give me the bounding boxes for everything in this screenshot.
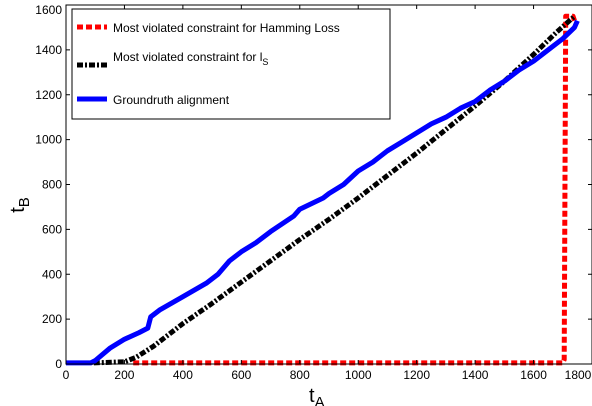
legend-label-ls-main: Most violated constraint for l xyxy=(113,50,262,64)
x-tick-label: 400 xyxy=(173,368,193,382)
legend-label-groundtruth: Groundruth alignment xyxy=(113,93,230,107)
series-groundtruth xyxy=(66,19,580,366)
y-tick-label: 400 xyxy=(42,267,62,281)
x-tick-label: 1800 xyxy=(565,368,592,382)
y-tick-label: 200 xyxy=(42,312,62,326)
x-tick-label: 200 xyxy=(114,368,134,382)
series-ls-constraint xyxy=(93,14,577,366)
series-layer xyxy=(66,13,580,366)
legend-label-ls: Most violated constraint for lS xyxy=(113,50,268,67)
x-tick-label: 1000 xyxy=(345,368,372,382)
y-tick-label: 0 xyxy=(55,357,62,371)
legend-label-ls-sub: S xyxy=(262,57,268,67)
y-tick-label: 1400 xyxy=(35,43,62,57)
y-axis-label: tB xyxy=(7,197,33,213)
legend-box xyxy=(71,8,391,120)
x-tick-label: 1600 xyxy=(520,368,547,382)
x-tick-label: 1400 xyxy=(462,368,489,382)
y-tick-label: 1600 xyxy=(35,3,62,17)
x-tick-label: 0 xyxy=(63,368,70,382)
x-axis-label: tA xyxy=(309,385,325,406)
legend: Most violated constraint for Hamming Los… xyxy=(71,8,391,120)
y-tick-label: 1200 xyxy=(35,88,62,102)
legend-label-hamming: Most violated constraint for Hamming Los… xyxy=(113,21,340,35)
y-axis-label-sub: B xyxy=(16,197,33,207)
ticks-layer: 0 200 400 600 800 1000 1200 1400 1600 1800 0 200 400… xyxy=(35,3,592,382)
y-tick-label: 1000 xyxy=(35,133,62,147)
x-axis-label-sub: A xyxy=(315,394,325,406)
x-tick-label: 1200 xyxy=(403,368,430,382)
y-tick-label: 600 xyxy=(42,222,62,236)
y-tick-label: 800 xyxy=(42,178,62,192)
x-tick-label: 800 xyxy=(290,368,310,382)
x-tick-label: 600 xyxy=(231,368,251,382)
y-axis-label-main: t xyxy=(7,207,29,213)
x-axis-label-main: t xyxy=(309,385,315,406)
